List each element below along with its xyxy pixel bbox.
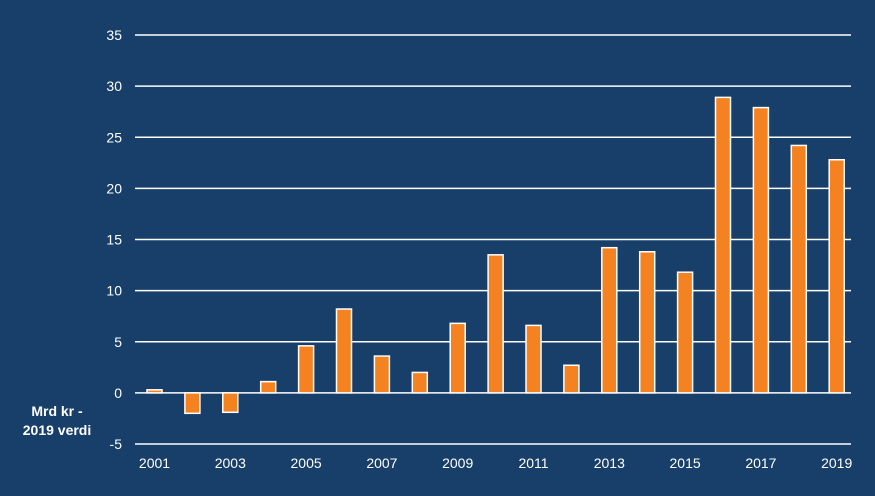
y-tick-label: 30 <box>106 78 122 94</box>
bars <box>146 96 845 415</box>
bar-2005 <box>297 345 315 394</box>
bar-2001 <box>146 389 163 394</box>
bar-2019 <box>828 158 845 394</box>
bar-2012 <box>563 364 580 394</box>
bar-2007 <box>373 355 391 394</box>
bar-2010 <box>487 254 504 394</box>
y-tick-label: 10 <box>106 283 122 299</box>
x-tick-label: 2015 <box>670 455 701 471</box>
y-tick-label: 25 <box>106 129 122 145</box>
x-tick-label: 2013 <box>594 455 625 471</box>
bar-2016 <box>714 96 732 394</box>
bar-2014 <box>638 251 656 394</box>
x-tick-label: 2001 <box>139 455 170 471</box>
y-tick-label: 0 <box>114 385 122 401</box>
x-tick-label: 2019 <box>821 455 852 471</box>
bar-2017 <box>752 106 770 394</box>
y-axis-label: Mrd kr - 2019 verdi <box>22 403 92 438</box>
bar-2013 <box>601 246 618 394</box>
y-tick-label: -5 <box>110 436 123 452</box>
x-tick-label: 2005 <box>291 455 322 471</box>
bar-2002 <box>184 392 201 415</box>
bar-2004 <box>259 380 277 394</box>
y-tick-label: 5 <box>114 334 122 350</box>
bar-2009 <box>449 322 466 394</box>
bar-2008 <box>411 371 429 394</box>
x-tick-label: 2011 <box>518 455 548 471</box>
x-tick-labels: 2001 2003 2005 2007 2009 2011 2013 2015 2017 2019 <box>139 455 853 471</box>
x-tick-label: 2007 <box>366 455 397 471</box>
bar-2003 <box>222 392 239 414</box>
x-tick-label: 2017 <box>745 455 776 471</box>
x-tick-label: 2003 <box>215 455 246 471</box>
bar-2015 <box>676 271 694 394</box>
y-tick-label: 20 <box>106 180 122 196</box>
y-tick-label: 35 <box>106 27 122 43</box>
bar-2011 <box>525 324 542 394</box>
bar-2018 <box>790 144 808 394</box>
y-tick-label: 15 <box>106 232 122 248</box>
y-tick-labels: 35 30 25 20 15 10 5 0 -5 <box>106 27 122 452</box>
x-tick-label: 2009 <box>442 455 473 471</box>
bar-2006 <box>335 308 353 394</box>
